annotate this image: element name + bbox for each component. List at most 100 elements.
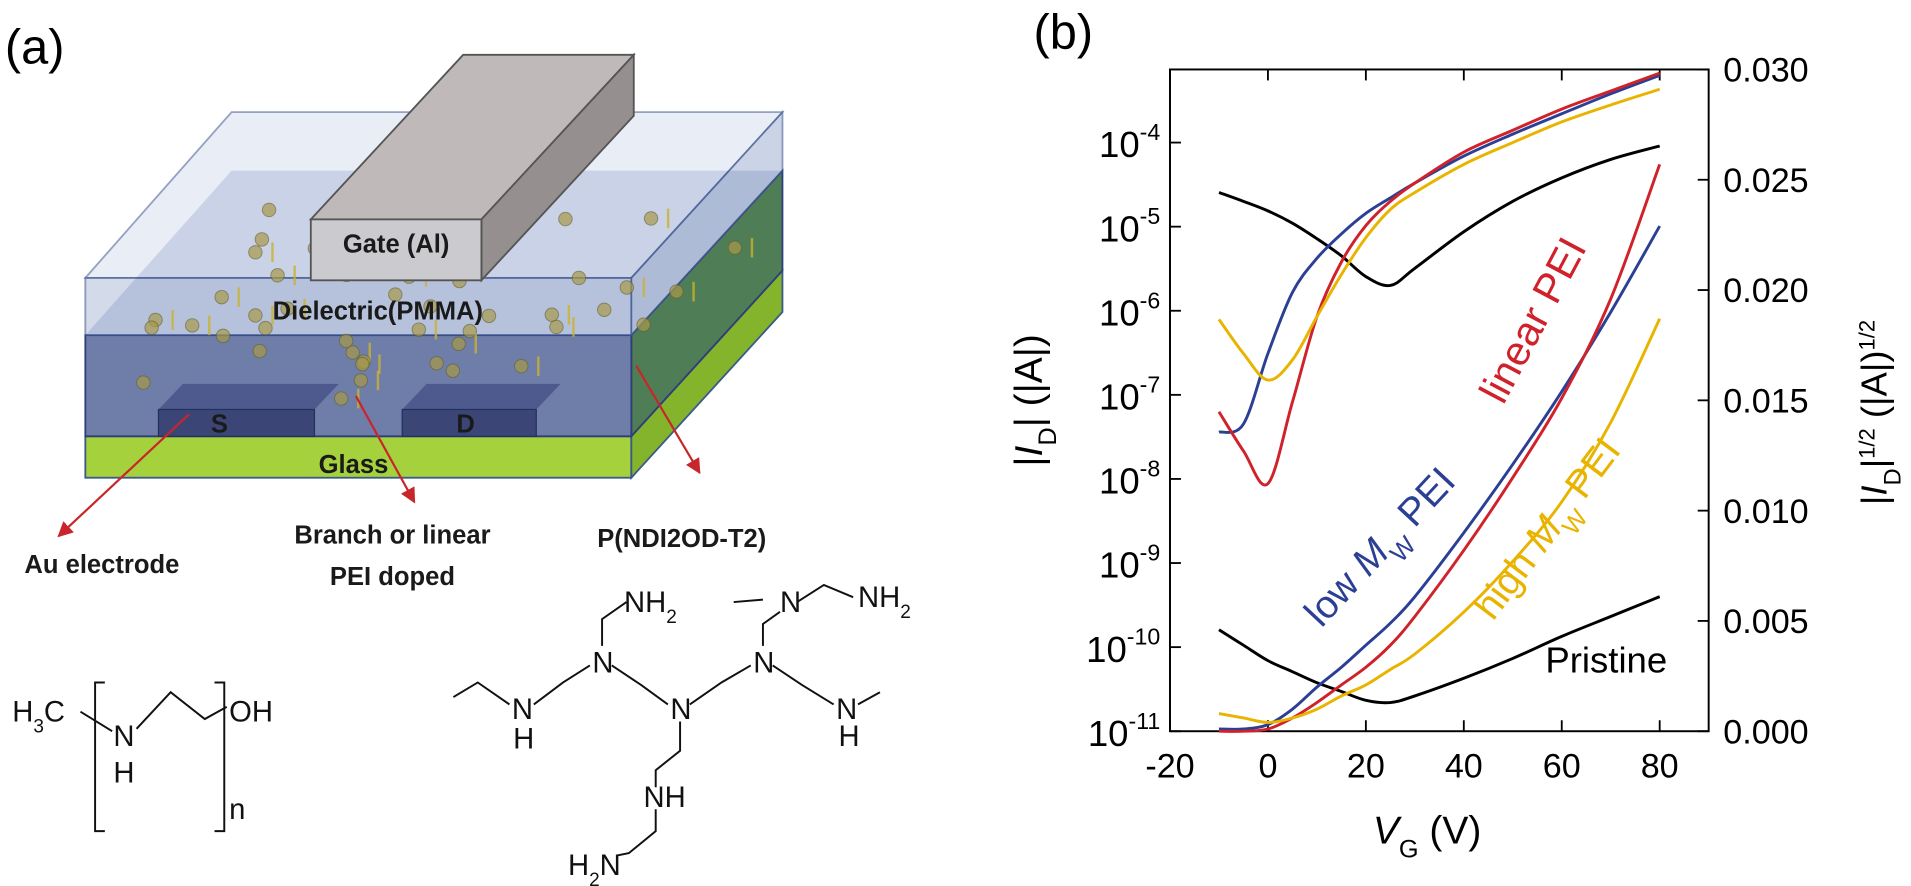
dopant-dot (481, 308, 497, 324)
text-part: NH (624, 587, 666, 619)
dopant-dot (355, 356, 370, 372)
layer-label: S (211, 411, 228, 439)
bond (772, 664, 835, 706)
tick-exponent: -8 (1140, 456, 1161, 482)
y2-tick-label: 0.025 (1723, 162, 1808, 200)
series-line (1217, 71, 1661, 487)
atom-label: H3C (12, 696, 65, 737)
text-part: | (|A|) (1008, 334, 1051, 427)
text-part: 2 (666, 606, 677, 627)
bond (135, 690, 228, 730)
series-line (1217, 87, 1661, 382)
device-schematic: Gate (Al) Dielectric(PMMA) S D Glass Au … (24, 52, 785, 591)
dopant-dot (514, 359, 529, 374)
layer-label: Dielectric(PMMA) (273, 297, 483, 325)
dopant-dot (214, 289, 229, 305)
y2-axis-label: |ID|1/2 (|A|)1/2 (1854, 320, 1907, 505)
atom-label: H (839, 721, 860, 753)
text-part: | (1854, 459, 1895, 469)
dopant-dot (597, 302, 612, 317)
tick-base: 10 (1099, 376, 1140, 417)
dopant-dot (423, 299, 438, 314)
atom-label: H (513, 723, 534, 755)
tick-base: 10 (1099, 461, 1140, 502)
y-tick-label: 10-5 (1099, 203, 1160, 249)
dopant-dot (451, 336, 466, 352)
dopant-dot (252, 343, 267, 359)
tick-exponent: -10 (1127, 624, 1160, 650)
dopant-dot (136, 375, 151, 390)
callout-label: PEI doped (330, 563, 455, 591)
y2-tick-label: 0.020 (1723, 272, 1808, 310)
dopant-dot (270, 268, 285, 283)
bond (533, 664, 591, 706)
dopant-dot (462, 323, 478, 339)
series-line (1218, 73, 1661, 434)
dopant-dot (258, 320, 273, 336)
panel-label: (b) (1033, 6, 1093, 60)
atom-label: NH2 (624, 587, 677, 628)
atom-label: NH2 (858, 582, 911, 623)
atom-label: NH (644, 782, 686, 814)
dopant-dot (558, 211, 573, 227)
y2-tick-label: 0.000 (1723, 713, 1808, 751)
x-tick-label: 0 (1258, 748, 1277, 786)
series-line (1218, 144, 1661, 288)
dopant-dot (334, 391, 349, 406)
text-part: 2 (900, 601, 911, 622)
atom-label: OH (229, 696, 273, 728)
tick-exponent: -7 (1140, 371, 1161, 397)
series-line (1218, 318, 1662, 724)
text-part: 3 (33, 716, 44, 737)
dopant-dot (388, 287, 403, 302)
atom-label: N (512, 694, 533, 726)
atom-label: N (780, 587, 801, 619)
tick-exponent: -11 (1129, 708, 1161, 734)
tick-exponent: -6 (1140, 287, 1161, 313)
drain-electrode (401, 408, 537, 437)
bond (796, 583, 854, 603)
bond (601, 601, 628, 646)
y-tick-label: 10-7 (1099, 371, 1160, 417)
text-part: (V) (1419, 809, 1482, 852)
dopant-dot (215, 328, 231, 344)
y2-tick-label: 0.010 (1723, 493, 1808, 531)
dielectric-front (84, 276, 633, 337)
tick-exponent: -4 (1140, 119, 1161, 145)
atom-label: N (113, 721, 134, 753)
curve-label: low MW PEI (1297, 460, 1472, 643)
callout-arrow (354, 395, 416, 504)
text-part: G (1399, 835, 1419, 863)
dopant-dot (669, 284, 684, 299)
text-part: C (44, 696, 65, 728)
tick-base: 10 (1086, 629, 1127, 670)
callout-arrow (635, 365, 701, 475)
text-part: N (780, 587, 801, 619)
text-part: H (839, 721, 860, 753)
atom-label: N (670, 694, 691, 726)
dopant-dot (248, 245, 263, 260)
dopant-dot (185, 318, 200, 333)
layer-label: Gate (Al) (343, 230, 450, 258)
callout-label: P(NDI2OD-T2) (597, 525, 766, 553)
text-part: Pristine (1545, 640, 1667, 681)
atom-label: N (836, 694, 857, 726)
atom-label: H (113, 757, 134, 789)
text-part: linear PEI (1470, 229, 1596, 410)
source-electrode (157, 408, 316, 437)
dopant-dot (254, 232, 270, 247)
text-part: N (753, 648, 774, 680)
x-tick-label: 80 (1641, 748, 1679, 786)
atom-label: H2N (568, 850, 621, 886)
tick-exponent: -5 (1140, 203, 1161, 229)
callout-arrow (57, 413, 190, 538)
branched-pei-structure: N H N N N N H NH2 N NH2 NH H2N (452, 582, 911, 886)
text-part: 2 (589, 870, 600, 886)
bracket (214, 681, 226, 833)
bond (857, 691, 881, 706)
tick-base: 10 (1099, 208, 1140, 249)
text-part: N (600, 850, 621, 882)
text-part: NH (858, 582, 900, 614)
text-part: D (1034, 427, 1062, 445)
